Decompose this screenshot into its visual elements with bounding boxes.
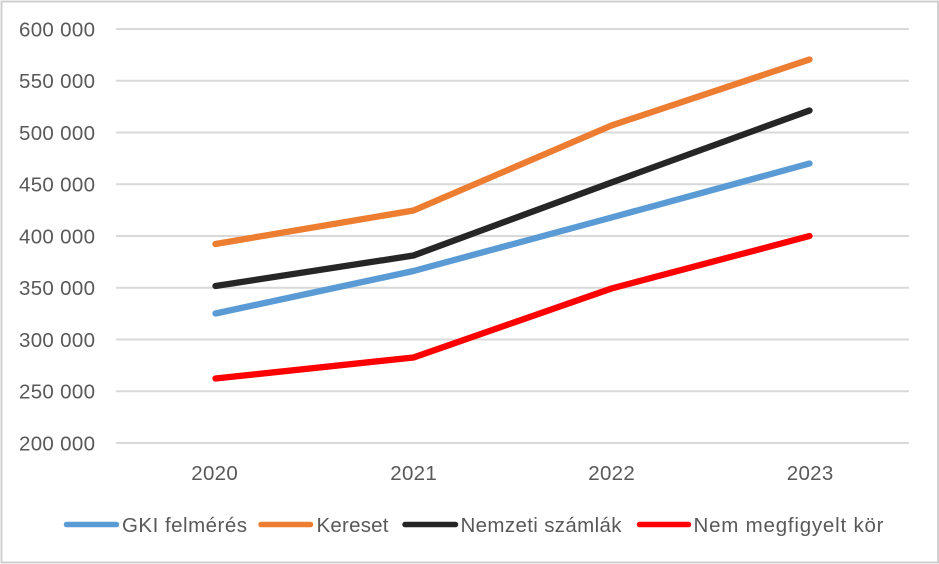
- svg-text:2023: 2023: [787, 462, 834, 485]
- svg-text:450 000: 450 000: [19, 174, 95, 197]
- svg-text:2022: 2022: [588, 462, 635, 485]
- svg-text:200 000: 200 000: [19, 432, 95, 455]
- svg-text:GKI felmérés: GKI felmérés: [122, 514, 247, 537]
- svg-text:400 000: 400 000: [19, 225, 95, 248]
- svg-text:2021: 2021: [390, 462, 437, 485]
- svg-text:Kereset: Kereset: [317, 514, 389, 537]
- svg-text:Nemzeti számlák: Nemzeti számlák: [461, 514, 623, 537]
- svg-text:500 000: 500 000: [19, 122, 95, 145]
- svg-text:600 000: 600 000: [19, 18, 95, 41]
- svg-text:2020: 2020: [191, 462, 238, 485]
- svg-text:350 000: 350 000: [19, 277, 95, 300]
- svg-text:250 000: 250 000: [19, 381, 95, 404]
- svg-text:550 000: 550 000: [19, 70, 95, 93]
- svg-text:Nem megfigyelt kör: Nem megfigyelt kör: [694, 514, 884, 537]
- svg-text:300 000: 300 000: [19, 329, 95, 352]
